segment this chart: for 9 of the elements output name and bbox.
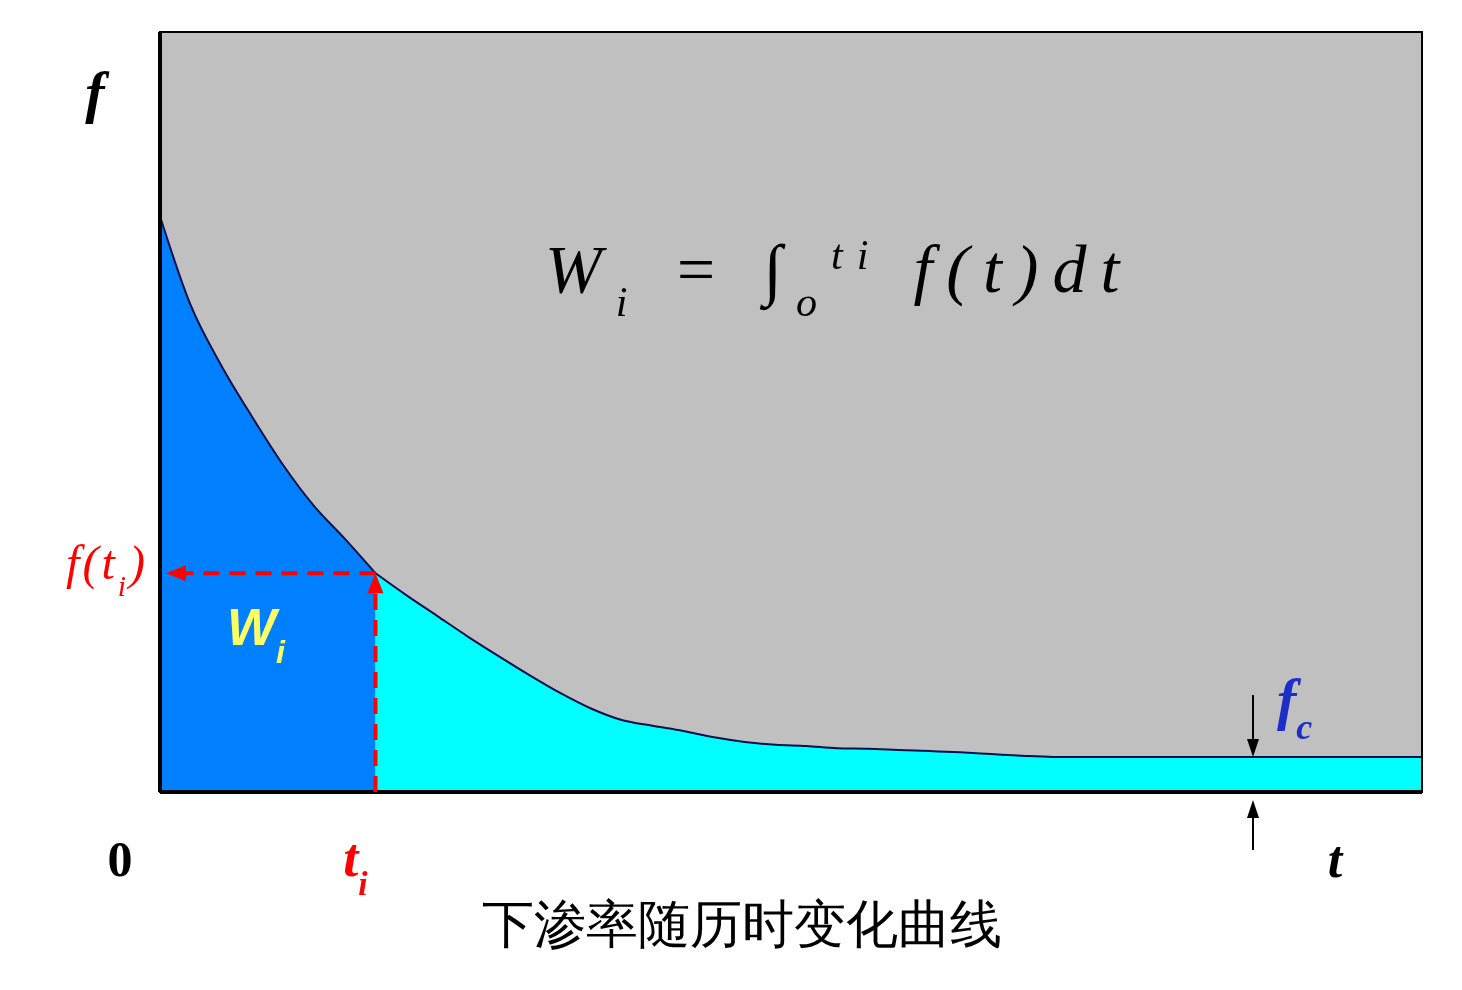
text: f(t$_{i}$) [66,536,148,602]
annotation: W$_{i}$ = ∫$_{o}$$^{ti}$ f(t)dt [545,230,1134,325]
y-axis-title: f [85,60,111,125]
annotation: f$_{c}$ [1277,666,1313,747]
x-axis-title: t [1327,831,1344,888]
text: t$_{i}$ [343,828,369,902]
annotation: W$_{i}$ [226,598,287,670]
text: 0 [107,831,133,887]
text: 下渗率随历时变化曲线 [482,896,1002,953]
